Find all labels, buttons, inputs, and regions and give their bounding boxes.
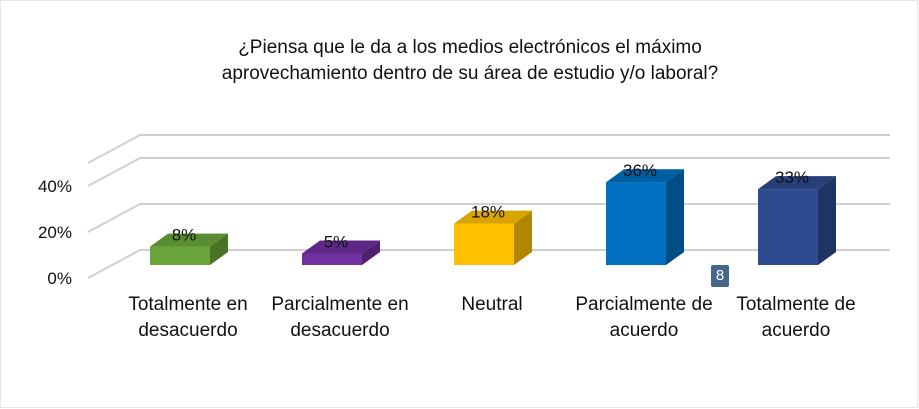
bar (606, 169, 684, 265)
bar-side (666, 169, 684, 265)
x-tick-label: Totalmente en desacuerdo (128, 294, 248, 341)
bar-side-shade (362, 240, 380, 265)
x-tick-label: Parcialmente en desacuerdo (271, 294, 409, 341)
bar-top-shade (302, 240, 380, 254)
bar-side (818, 176, 836, 265)
bar-top-shade (758, 176, 836, 190)
grid-line (87, 157, 890, 187)
x-tick-label: Totalmente de acuerdo (736, 294, 856, 341)
value-label: 33% (775, 168, 809, 187)
value-label: 8% (172, 226, 197, 245)
wall-edge (87, 134, 890, 164)
x-tick-label: Parcialmente de acuerdo (575, 294, 713, 341)
bar-side-shade (210, 233, 228, 265)
value-label: 5% (324, 233, 349, 252)
bar-top-shade (606, 169, 684, 183)
y-tick-label: 40% (38, 177, 72, 196)
bar (150, 233, 228, 265)
bar (302, 240, 380, 265)
bar-front (606, 182, 666, 265)
bar-top (454, 210, 532, 224)
value-label: 36% (623, 161, 657, 180)
bar-top (302, 240, 380, 254)
page-badge: 8 (711, 265, 729, 287)
bar-side-shade (818, 176, 836, 265)
bar-top-shade (150, 233, 228, 247)
bar-side (362, 240, 380, 265)
y-tick-label: 0% (47, 269, 72, 288)
value-label: 18% (471, 203, 505, 222)
bar-side-shade (514, 210, 532, 265)
y-tick-label: 20% (38, 223, 72, 242)
bar-front (150, 246, 210, 265)
chart-title: aprovechamiento dentro de su área de est… (222, 63, 718, 84)
bar (758, 176, 836, 265)
bar-front (758, 189, 818, 265)
bar-side (514, 210, 532, 265)
bar-side-shade (666, 169, 684, 265)
x-tick-label: Neutral (461, 294, 523, 315)
bar-top (758, 176, 836, 190)
bar (454, 210, 532, 265)
bar-front (454, 223, 514, 265)
bar-top (606, 169, 684, 183)
bar-top (150, 233, 228, 247)
chart-title: ¿Piensa que le da a los medios electróni… (238, 37, 702, 58)
bar-front (302, 253, 362, 265)
bar-top-shade (454, 210, 532, 224)
bar-side (210, 233, 228, 265)
